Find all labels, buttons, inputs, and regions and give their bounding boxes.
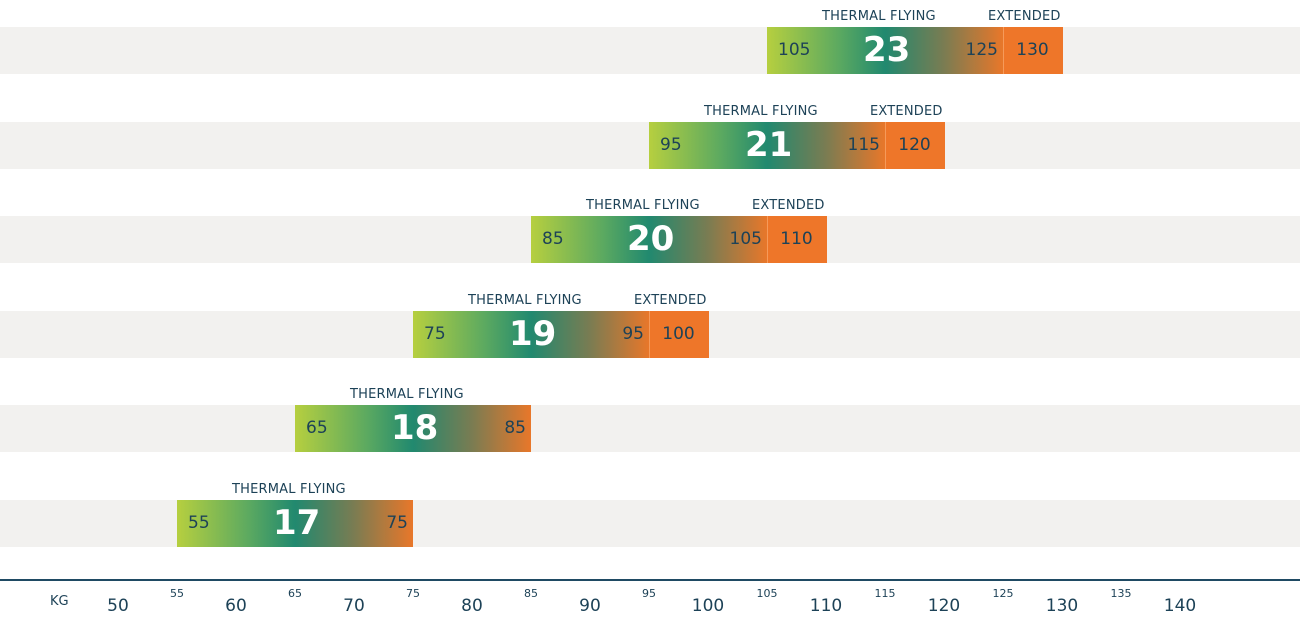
size-label: 20	[627, 219, 675, 259]
x-minor-tick-label: 55	[170, 587, 184, 600]
size-label: 18	[391, 408, 439, 448]
thermal-range-segment	[767, 27, 1003, 74]
thermal-max-label: 95	[622, 323, 644, 344]
x-axis-unit-label: KG	[50, 594, 69, 609]
x-tick-label: 130	[1045, 596, 1079, 616]
row-band	[0, 27, 1300, 74]
thermal-max-label: 105	[729, 229, 762, 249]
x-tick-label: 120	[927, 596, 961, 616]
extended-caption: EXTENDED	[988, 9, 1061, 24]
size-20-bar	[531, 216, 827, 263]
extended-caption: EXTENDED	[634, 292, 707, 308]
x-tick-label: 60	[225, 596, 247, 616]
x-tick-label: 140	[1163, 596, 1197, 616]
x-minor-tick-label: 105	[756, 587, 778, 600]
x-minor-tick-label: 85	[524, 587, 538, 600]
extended-range-segment	[1003, 27, 1063, 74]
thermal-max-label: 85	[504, 418, 526, 438]
size-label: 23	[863, 30, 911, 70]
extended-max-label: 100	[662, 323, 695, 344]
thermal-max-label: 75	[386, 512, 408, 533]
x-minor-tick-label: 65	[288, 587, 302, 600]
thermal-flying-caption: THERMAL FLYING	[350, 387, 464, 402]
thermal-min-label: 85	[542, 229, 564, 249]
x-minor-tick-label: 75	[406, 587, 420, 600]
row-band	[0, 405, 1300, 452]
x-minor-tick-label: 95	[642, 587, 656, 600]
thermal-flying-caption: THERMAL FLYING	[822, 9, 936, 24]
thermal-min-label: 95	[660, 134, 682, 155]
extended-range-segment	[649, 310, 709, 358]
thermal-flying-caption: THERMAL FLYING	[586, 198, 700, 213]
thermal-range-segment	[177, 499, 413, 547]
thermal-min-label: 65	[306, 418, 328, 438]
x-minor-tick-label: 135	[1110, 587, 1132, 600]
thermal-range-segment	[413, 310, 649, 358]
thermal-max-label: 115	[847, 134, 880, 155]
extended-caption: EXTENDED	[870, 103, 943, 119]
thermal-flying-caption: THERMAL FLYING	[232, 481, 346, 497]
x-tick-label: 90	[579, 596, 601, 616]
extended-range-segment	[885, 121, 945, 169]
thermal-range-segment	[649, 121, 885, 169]
thermal-range-segment	[295, 405, 531, 452]
extended-caption: EXTENDED	[752, 198, 825, 213]
thermal-max-label: 125	[965, 40, 998, 60]
x-tick-label: 70	[343, 596, 365, 616]
thermal-min-label: 105	[778, 40, 811, 60]
size-18-bar	[295, 405, 531, 452]
x-axis-line	[0, 579, 1300, 581]
size-17-bar	[177, 499, 413, 547]
size-19-bar	[413, 310, 709, 358]
size-label: 19	[509, 313, 557, 354]
thermal-range-segment	[531, 216, 767, 263]
size-23-bar	[767, 27, 1063, 74]
extended-max-label: 130	[1016, 40, 1049, 60]
extended-max-label: 120	[898, 134, 931, 155]
extended-range-segment	[767, 216, 827, 263]
x-minor-tick-label: 115	[874, 587, 896, 600]
thermal-flying-caption: THERMAL FLYING	[704, 103, 818, 119]
extended-max-label: 110	[780, 229, 813, 249]
thermal-min-label: 75	[424, 323, 446, 344]
thermal-flying-caption: THERMAL FLYING	[468, 292, 582, 308]
size-label: 17	[273, 502, 321, 543]
x-tick-label: 80	[461, 596, 483, 616]
x-tick-label: 110	[809, 596, 843, 616]
thermal-min-label: 55	[188, 512, 210, 533]
size-label: 21	[745, 124, 793, 165]
size-21-bar	[649, 121, 945, 169]
x-tick-label: 100	[691, 596, 725, 616]
x-tick-label: 50	[107, 596, 129, 616]
x-minor-tick-label: 125	[992, 587, 1014, 600]
